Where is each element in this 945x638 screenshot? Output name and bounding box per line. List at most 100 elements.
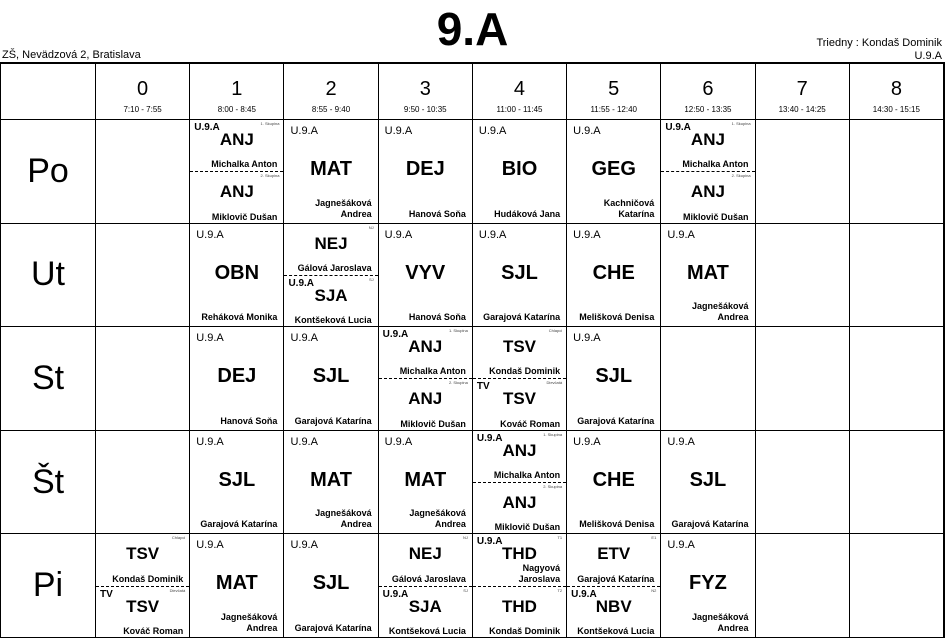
group-tag: Chlapci [171,535,186,541]
lesson-room: U.9.A [476,536,503,548]
period-time: 8:00 - 8:45 [217,105,256,114]
lesson-cell[interactable]: U.9.A 1. Skupina ANJ Michalka Anton 2. Skupi… [472,430,568,535]
corner-cell [1,64,96,120]
lesson-teacher: Michalka Anton [682,159,749,170]
lesson-cell[interactable]: U.9.A SJL Garajová Katarína [472,223,568,328]
lesson-cell[interactable]: U.9.A MAT Jagnešáková Andrea [190,534,285,638]
group-lesson[interactable]: 2. Skupina ANJ Miklovič Dušan [661,171,755,222]
lesson-subject: SJL [312,572,350,595]
lesson-teacher: Kondaš Dominik [489,366,561,377]
lesson-room: U.9.A [196,539,224,552]
lesson-teacher: Kondaš Dominik [489,625,561,636]
lesson-teacher: Jagnešáková Andrea [692,611,749,633]
period-header: 3 9:50 - 10:35 [378,64,473,120]
lesson-cell[interactable]: U.9.A CHE Melišková Denisa [567,223,662,328]
day-label: Po [1,120,96,224]
period-time: 14:30 - 15:15 [872,105,920,114]
group-lesson[interactable]: TV Dievčatá TSV Kováč Roman [96,585,190,637]
lesson-cell[interactable]: U.9.A DEJ Hanová Soňa [378,120,473,224]
lesson-cell[interactable]: U.9.A MAT Jagnešáková Andrea [661,223,756,328]
group-tag: Dievčatá [546,380,563,386]
lesson-cell[interactable]: U.9.A SJL Garajová Katarína [567,327,662,431]
lesson-room: U.9.A [384,228,413,241]
lesson-cell[interactable]: U.9.A 1. Skupina ANJ Michalka Anton 2. Skupi… [378,327,473,431]
lesson-cell[interactable]: U.9.A MAT Jagnešáková Andrea [284,120,379,224]
group-lesson[interactable]: TV Dievčatá TSV Kováč Roman [472,378,567,429]
group-lesson[interactable]: NJ NEJ Gálová Jaroslava [284,224,377,275]
lesson-subject: MAT [310,468,352,491]
lesson-cell[interactable]: E1 ETV Garajová Katarína U.9.A N2 NBV Kontšeko… [567,534,662,638]
lesson-cell[interactable]: U.9.A MAT Jagnešáková Andrea [378,430,473,535]
period-number: 4 [513,78,526,100]
lesson-cell[interactable]: NJ NEJ Gálová Jaroslava U.9.A SJ SJA Kontšekov… [284,223,379,328]
lesson-subject: SJL [595,365,633,388]
lesson-cell[interactable]: NJ NEJ Gálová Jaroslava U.9.A SJ SJA Kontšekov… [378,534,473,638]
group-lesson[interactable]: 2. Skupina ANJ Miklovič Dušan [378,378,472,429]
lesson-cell[interactable]: U.9.A VYV Hanová Soňa [378,223,473,328]
lesson-cell[interactable]: Chlapci TSV Kondaš Dominik TV Dievčatá TSV Kov… [96,534,191,638]
lesson-cell[interactable]: U.9.A CHE Melišková Denisa [567,430,662,535]
group-tag: 2. Skupina [543,484,563,490]
lesson-cell[interactable]: U.9.A MAT Jagnešáková Andrea [284,430,379,535]
lesson-subject: CHE [592,261,635,284]
group-tag: NJ [462,535,468,541]
lesson-room: U.9.A [665,122,691,133]
lesson-cell[interactable]: U.9.A BIO Hudáková Jana [472,120,568,224]
lesson-teacher: Kováč Roman [500,418,561,429]
group-lesson[interactable]: U.9.A T1 THD Nagyová Jaroslava [473,534,566,585]
empty-slot [96,430,191,535]
lesson-subject: SJA [314,285,348,305]
group-tag: NJ [368,224,374,230]
lesson-teacher: Jagnešáková Andrea [692,301,749,323]
lesson-room: U.9.A [382,329,409,341]
group-lesson[interactable]: U.9.A 1. Skupina ANJ Michalka Anton [661,120,754,171]
lesson-subject: GEG [591,158,636,180]
period-time: 7:10 - 7:55 [123,105,162,114]
lesson-cell[interactable]: U.9.A DEJ Hanová Soňa [190,327,285,431]
lesson-subject: ANJ [690,130,725,149]
period-number: 3 [419,78,431,100]
group-lesson[interactable]: Chlapci TSV Kondaš Dominik [96,534,189,585]
lesson-teacher: Michalka Anton [399,366,466,377]
lesson-cell[interactable]: U.9.A SJL Garajová Katarína [190,430,285,535]
group-lesson[interactable]: U.9.A 1. Skupina ANJ Michalka Anton [473,431,566,482]
lesson-room: U.9.A [571,588,597,600]
group-lesson[interactable]: U.9.A N2 NBV Kontšeková Lucia [567,585,661,637]
lesson-cell[interactable]: U.9.A OBN Reháková Monika [190,223,285,328]
group-lesson[interactable]: U.9.A 1. Skupina ANJ Michalka Anton [190,120,283,171]
group-lesson[interactable]: NJ NEJ Gálová Jaroslava [379,534,472,585]
lesson-teacher: Jagnešáková Andrea [220,611,278,633]
lesson-room: U.9.A [194,122,220,133]
lesson-teacher: Hanová Soňa [220,415,278,426]
lesson-room: U.9.A [573,435,601,448]
lesson-subject: FYZ [689,572,727,595]
lesson-cell[interactable]: U.9.A SJL Garajová Katarína [284,534,379,638]
lesson-cell[interactable]: Chlapci TSV Kondaš Dominik TV Dievčatá TSV Kov… [472,327,568,431]
group-lesson[interactable]: T2 THD Kondaš Dominik [472,585,567,637]
lesson-cell[interactable]: U.9.A T1 THD Nagyová Jaroslava T2 THD Kondaš D… [472,534,568,638]
lesson-cell[interactable]: U.9.A SJL Garajová Katarína [661,430,756,535]
group-lesson[interactable]: E1 ETV Garajová Katarína [567,534,660,585]
lesson-cell[interactable]: U.9.A SJL Garajová Katarína [284,327,379,431]
empty-slot [755,534,850,638]
lesson-teacher: Kontšeková Lucia [294,315,372,326]
group-lesson[interactable]: U.9.A SJ SJA Kontšeková Lucia [378,585,472,637]
lesson-teacher: Kachničová Katarína [603,197,655,219]
lesson-cell[interactable]: U.9.A 1. Skupina ANJ Michalka Anton 2. Skupi… [661,120,756,224]
period-header: 2 8:55 - 9:40 [284,64,379,120]
day-label: Št [1,430,96,535]
lesson-cell[interactable]: U.9.A FYZ Jagnešáková Andrea [661,534,756,638]
period-time: 11:00 - 11:45 [496,105,543,114]
lesson-cell[interactable]: U.9.A GEG Kachničová Katarína [567,120,662,224]
group-lesson[interactable]: U.9.A SJ SJA Kontšeková Lucia [284,274,378,326]
lesson-room: U.9.A [573,125,601,137]
lesson-subject: ANJ [502,493,537,513]
group-lesson[interactable]: Chlapci TSV Kondaš Dominik [473,327,566,378]
lesson-subject: NBV [595,596,632,616]
period-time: 13:40 - 14:25 [778,105,826,114]
group-lesson[interactable]: 2. Skupina ANJ Miklovič Dušan [472,482,567,533]
group-lesson[interactable]: U.9.A 1. Skupina ANJ Michalka Anton [379,327,472,378]
lesson-cell[interactable]: U.9.A 1. Skupina ANJ Michalka Anton 2. Skupi… [190,120,285,224]
lesson-room: U.9.A [290,332,318,345]
group-lesson[interactable]: 2. Skupina ANJ Miklovič Dušan [190,171,284,222]
